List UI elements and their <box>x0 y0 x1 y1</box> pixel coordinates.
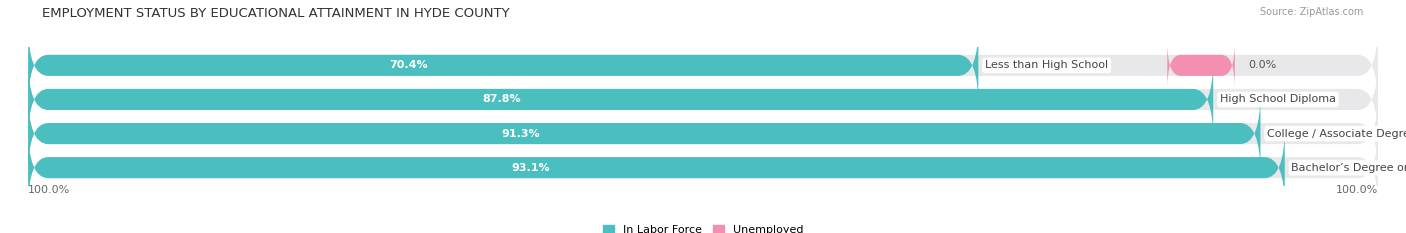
Text: 93.1%: 93.1% <box>512 163 550 173</box>
FancyBboxPatch shape <box>28 25 1378 106</box>
FancyBboxPatch shape <box>28 127 1378 208</box>
Text: 91.3%: 91.3% <box>502 129 540 139</box>
FancyBboxPatch shape <box>28 59 1378 140</box>
Text: High School Diploma: High School Diploma <box>1220 94 1336 104</box>
Text: College / Associate Degree: College / Associate Degree <box>1267 129 1406 139</box>
FancyBboxPatch shape <box>1167 42 1234 89</box>
Legend: In Labor Force, Unemployed: In Labor Force, Unemployed <box>598 221 808 233</box>
Text: EMPLOYMENT STATUS BY EDUCATIONAL ATTAINMENT IN HYDE COUNTY: EMPLOYMENT STATUS BY EDUCATIONAL ATTAINM… <box>42 7 510 20</box>
FancyBboxPatch shape <box>28 127 1285 208</box>
FancyBboxPatch shape <box>1402 76 1406 123</box>
Text: 100.0%: 100.0% <box>28 185 70 195</box>
Text: 87.8%: 87.8% <box>482 94 522 104</box>
FancyBboxPatch shape <box>28 93 1260 174</box>
Text: Less than High School: Less than High School <box>986 60 1108 70</box>
FancyBboxPatch shape <box>28 59 1213 140</box>
Text: 0.0%: 0.0% <box>1249 60 1277 70</box>
FancyBboxPatch shape <box>28 25 979 106</box>
Text: 70.4%: 70.4% <box>389 60 427 70</box>
FancyBboxPatch shape <box>28 93 1378 174</box>
Text: Source: ZipAtlas.com: Source: ZipAtlas.com <box>1260 7 1364 17</box>
Text: 100.0%: 100.0% <box>1336 185 1378 195</box>
Text: Bachelor’s Degree or higher: Bachelor’s Degree or higher <box>1292 163 1406 173</box>
